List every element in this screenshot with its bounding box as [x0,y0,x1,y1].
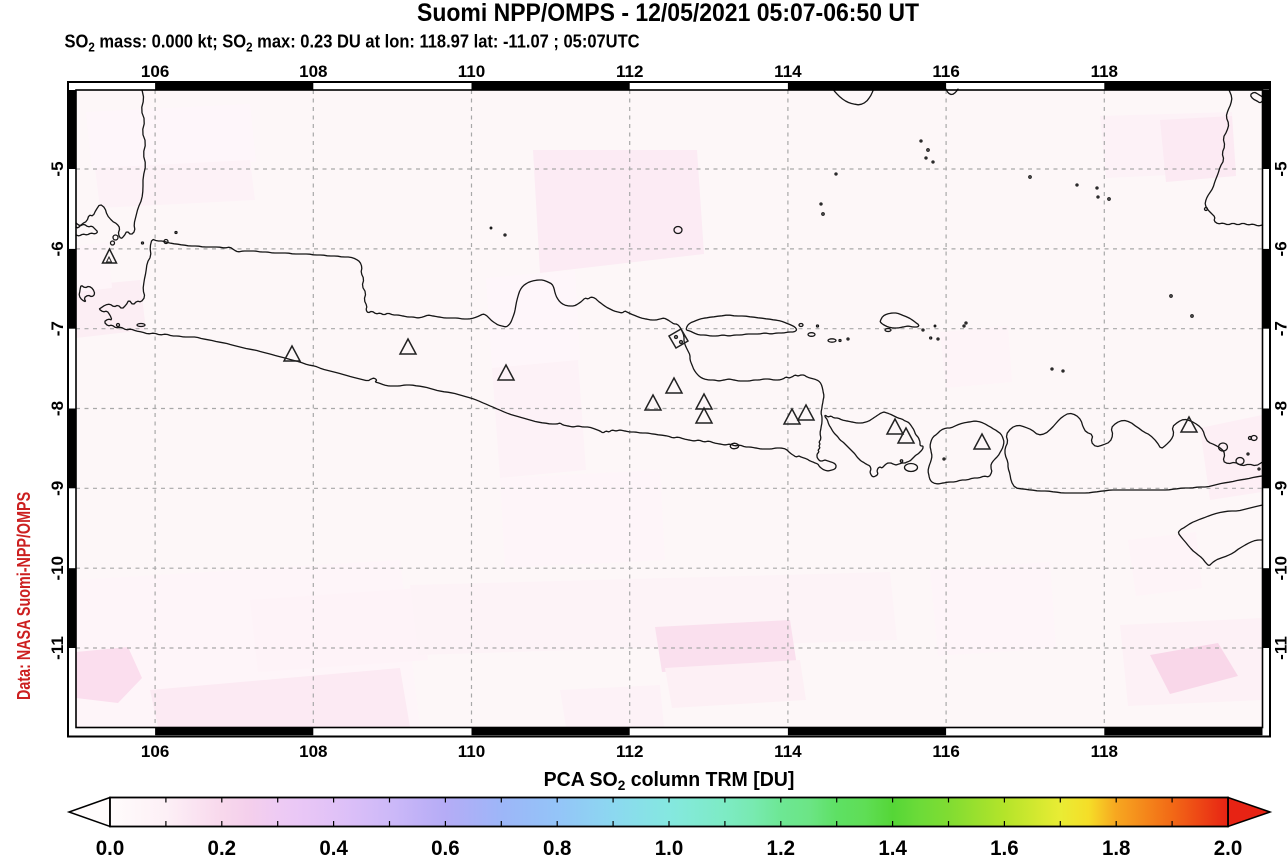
svg-text:-8: -8 [48,401,67,416]
svg-text:-8: -8 [1272,401,1288,416]
svg-text:-10: -10 [1272,556,1288,581]
svg-text:PCA SO2 column TRM [DU]: PCA SO2 column TRM [DU] [544,769,795,793]
svg-text:114: 114 [774,742,802,761]
svg-text:-5: -5 [1272,161,1288,176]
svg-text:-5: -5 [48,161,67,176]
svg-text:0.8: 0.8 [543,836,572,855]
svg-text:110: 110 [458,62,485,81]
svg-text:116: 116 [932,62,959,81]
svg-text:114: 114 [774,62,802,81]
svg-text:112: 112 [616,62,643,81]
svg-text:-7: -7 [1272,321,1288,336]
svg-text:Data: NASA Suomi-NPP/OMPS: Data: NASA Suomi-NPP/OMPS [13,492,34,700]
svg-text:106: 106 [141,62,169,81]
svg-text:1.6: 1.6 [990,836,1019,855]
svg-text:0.6: 0.6 [431,836,460,855]
svg-text:0.4: 0.4 [319,836,348,855]
svg-text:1.4: 1.4 [878,836,907,855]
svg-text:118: 118 [1091,742,1118,761]
svg-text:112: 112 [616,742,643,761]
svg-text:1.8: 1.8 [1102,836,1131,855]
svg-text:-11: -11 [48,636,67,660]
svg-text:-10: -10 [48,556,67,581]
svg-text:110: 110 [458,742,485,761]
svg-text:108: 108 [299,742,327,761]
svg-text:1.0: 1.0 [655,836,684,855]
svg-text:2.0: 2.0 [1214,836,1243,855]
svg-text:0.0: 0.0 [96,836,125,855]
svg-text:118: 118 [1091,62,1118,81]
svg-text:-9: -9 [48,481,67,496]
svg-text:SO2 mass: 0.000 kt; SO2 max: 0: SO2 mass: 0.000 kt; SO2 max: 0.23 DU at … [65,31,640,55]
svg-text:Suomi NPP/OMPS - 12/05/2021 05: Suomi NPP/OMPS - 12/05/2021 05:07-06:50 … [417,0,919,27]
svg-text:1.2: 1.2 [767,836,796,855]
svg-text:-11: -11 [1272,636,1288,660]
svg-text:-9: -9 [1272,481,1288,496]
svg-text:-7: -7 [48,321,67,336]
svg-text:106: 106 [141,742,169,761]
svg-text:-6: -6 [1272,241,1288,256]
svg-text:108: 108 [299,62,327,81]
svg-text:116: 116 [932,742,959,761]
svg-text:-6: -6 [48,241,67,256]
svg-text:0.2: 0.2 [208,836,237,855]
